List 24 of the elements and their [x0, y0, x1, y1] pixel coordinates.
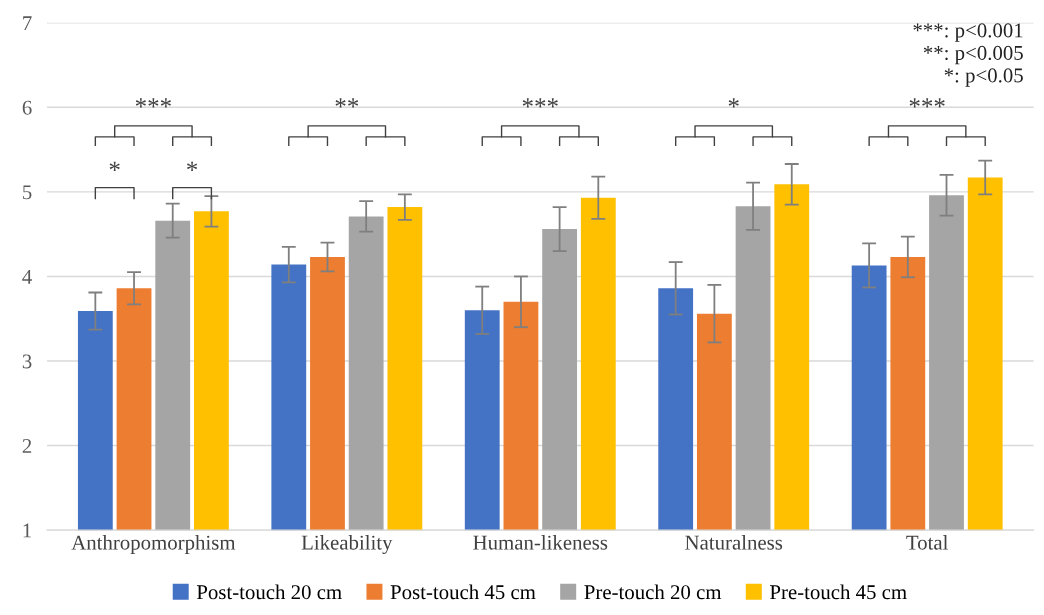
legend-label: Post-touch 20 cm [196, 584, 342, 600]
x-tick-label: Naturalness [685, 534, 783, 550]
y-tick-label: 3 [22, 354, 32, 369]
y-tick-label: 4 [22, 269, 32, 284]
legend-label: Pre-touch 20 cm [584, 584, 722, 600]
y-tick-label: 7 [23, 16, 32, 30]
x-tick-label: Total [906, 534, 948, 550]
x-tick-label: Anthropomorphism [71, 534, 236, 554]
annotation: *** [135, 98, 171, 108]
x-tick-label: Human-likeness [473, 534, 608, 550]
y-tick-label: 2 [22, 439, 32, 453]
x-tick-label: Likeability [301, 534, 393, 554]
y-tick-label: 6 [22, 100, 32, 115]
annotation: * [187, 161, 198, 171]
y-tick-label: 5 [23, 185, 32, 200]
annotation: ** [335, 98, 359, 108]
annotation: *** [909, 98, 945, 108]
annotation: * [109, 161, 120, 171]
legend-label: Pre-touch 45 cm [770, 584, 907, 600]
annotation: *** [522, 98, 558, 108]
annotation: ***: p<0.001 **: p<0.005 *: p<0.05 [913, 23, 1023, 87]
annotation: * [728, 98, 739, 108]
y-tick-label: 1 [23, 523, 31, 538]
legend-label: Post-touch 45 cm [390, 584, 536, 600]
